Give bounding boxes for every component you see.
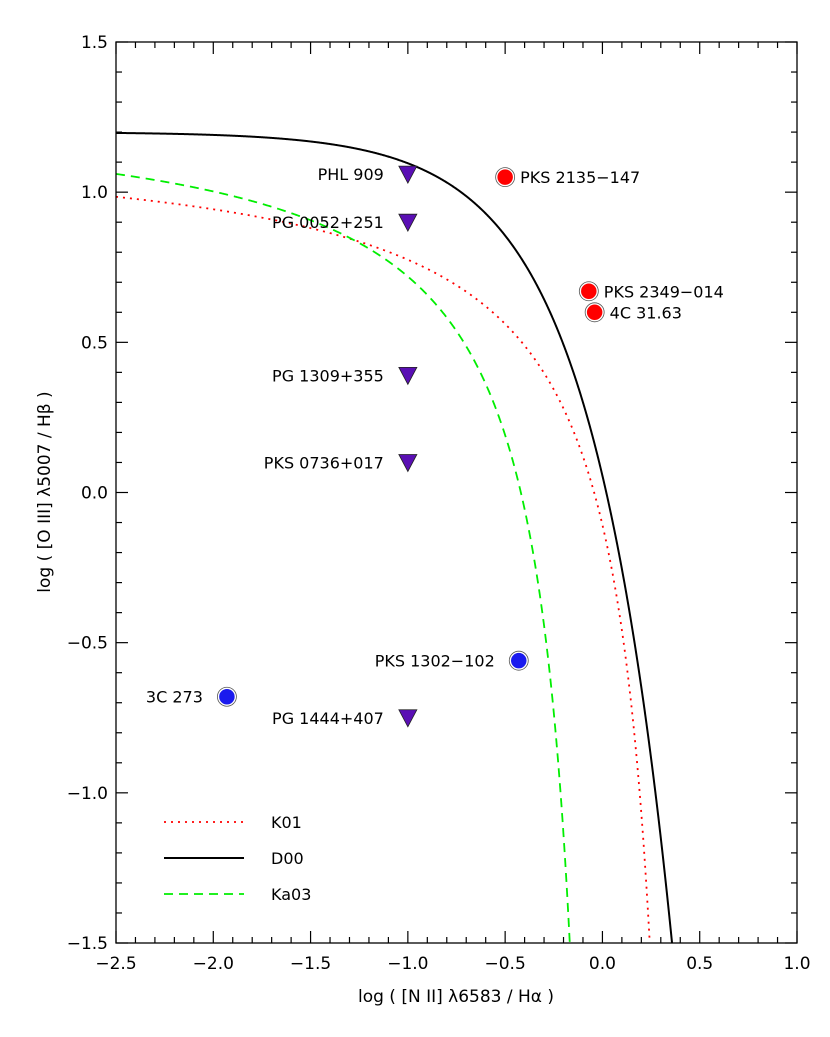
y-tick-label: 0.5: [81, 333, 108, 353]
axes-layer: [115, 41, 798, 944]
circle-marker: [579, 282, 599, 301]
x-tick-label: 0.5: [686, 954, 713, 974]
triangle-marker: [398, 366, 418, 386]
x-tick-label: −0.5: [485, 954, 526, 974]
y-tick-label: −0.5: [67, 634, 108, 654]
point-label: PKS 0736+017: [264, 453, 384, 472]
x-tick-label: −2.5: [95, 954, 136, 974]
circle-marker: [509, 651, 529, 670]
point-label: PKS 2135−147: [520, 168, 640, 187]
circle-marker-outline: [508, 650, 529, 671]
point-pg-1309-355: PG 1309+355: [272, 366, 418, 386]
circle-marker-outline: [584, 302, 605, 323]
x-tick-label: 0.0: [589, 954, 616, 974]
point-pks-1302-102: PKS 1302−102: [375, 650, 529, 671]
point-3c-273: 3C 273: [146, 686, 237, 707]
ticks-layer: [115, 41, 798, 944]
point-label: PKS 1302−102: [375, 652, 495, 671]
legend-item-ka03: Ka03: [164, 885, 311, 904]
point-pks-2135-147: PKS 2135−147: [495, 167, 640, 188]
points-layer: PHL 909 PG 0052+251 PG 1309+355 PKS 0736+01…: [146, 165, 724, 728]
point-label: PG 1444+407: [272, 709, 384, 728]
legend: K01 D00 Ka03: [164, 813, 311, 904]
triangle-marker: [398, 165, 418, 185]
legend-label: Ka03: [271, 885, 311, 904]
point-label: PG 0052+251: [272, 213, 384, 232]
y-axis-label: log ( [O III] λ5007 / Hβ ): [35, 391, 55, 592]
triangle-marker: [398, 213, 418, 233]
x-tick-label: 1.0: [783, 954, 810, 974]
y-tick-label: −1.5: [67, 934, 108, 954]
legend-item-k01: K01: [164, 813, 302, 832]
y-tick-label: 1.5: [81, 33, 108, 53]
legend-label: D00: [271, 849, 304, 868]
triangle-marker: [398, 709, 418, 728]
point-label: 4C 31.63: [610, 303, 682, 322]
point-pks-2349-014: PKS 2349−014: [578, 281, 724, 302]
point-label: PG 1309+355: [272, 366, 384, 385]
curve-ka03: [115, 173, 571, 944]
circle-marker-outline: [578, 281, 599, 302]
point-label: PHL 909: [318, 165, 384, 184]
y-tick-label: 0.0: [81, 484, 108, 504]
x-tick-label: −2.0: [193, 954, 234, 974]
triangle-marker: [398, 454, 418, 473]
point-pg-0052-251: PG 0052+251: [272, 213, 418, 233]
x-tick-label: −1.0: [387, 954, 428, 974]
point-pks-0736-017: PKS 0736+017: [264, 453, 418, 473]
circle-marker: [495, 167, 515, 187]
circle-marker-outline: [217, 686, 237, 707]
curve-k01: [115, 195, 651, 944]
plot-frame: [115, 41, 798, 944]
circle-marker-outline: [495, 167, 516, 188]
point-4c-31-63: 4C 31.63: [584, 302, 682, 323]
tick-labels-layer: −2.5 −2.0 −1.5 −1.0 −0.5 0.0 0.5 1.0 −1.5 −1.0 −0.…: [67, 33, 811, 974]
point-pg-1444-407: PG 1444+407: [272, 709, 418, 728]
circle-marker: [217, 687, 237, 706]
point-label: PKS 2349−014: [604, 282, 724, 301]
curves-layer: [115, 131, 674, 944]
point-label: 3C 273: [146, 688, 203, 707]
x-tick-label: −1.5: [290, 954, 331, 974]
x-axis-label: log ( [N II] λ6583 / Hα ): [358, 987, 554, 1007]
circle-marker: [585, 303, 604, 322]
y-tick-label: 1.0: [81, 183, 108, 203]
point-phl-909: PHL 909: [318, 165, 418, 185]
legend-item-d00: D00: [164, 849, 304, 868]
y-tick-label: −1.0: [67, 784, 108, 804]
legend-label: K01: [271, 813, 302, 832]
curve-d00: [115, 131, 674, 944]
